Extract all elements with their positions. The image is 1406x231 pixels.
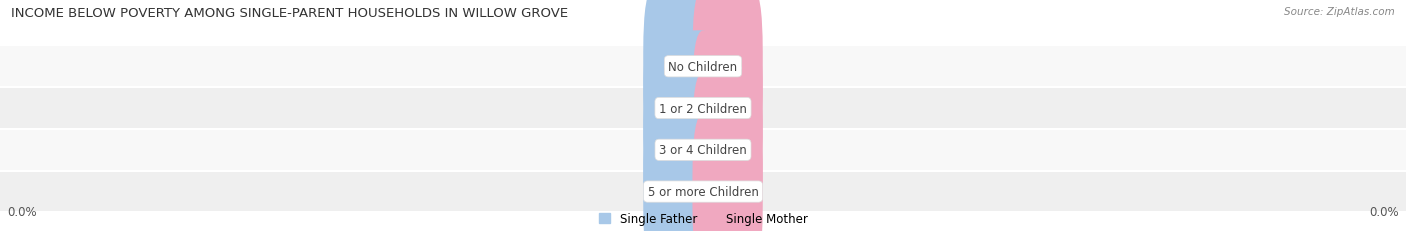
FancyBboxPatch shape <box>644 0 713 144</box>
Text: 0.0%: 0.0% <box>7 205 37 218</box>
Text: INCOME BELOW POVERTY AMONG SINGLE-PARENT HOUSEHOLDS IN WILLOW GROVE: INCOME BELOW POVERTY AMONG SINGLE-PARENT… <box>11 7 568 20</box>
FancyBboxPatch shape <box>693 31 762 186</box>
Text: 0.0%: 0.0% <box>713 103 742 114</box>
Text: 0.0%: 0.0% <box>713 145 742 155</box>
Text: No Children: No Children <box>668 61 738 73</box>
Text: 5 or more Children: 5 or more Children <box>648 185 758 198</box>
FancyBboxPatch shape <box>693 114 762 231</box>
FancyBboxPatch shape <box>644 114 713 231</box>
Text: 0.0%: 0.0% <box>664 187 693 197</box>
FancyBboxPatch shape <box>0 89 1406 128</box>
FancyBboxPatch shape <box>0 47 1406 87</box>
Text: 1 or 2 Children: 1 or 2 Children <box>659 102 747 115</box>
Text: 0.0%: 0.0% <box>664 103 693 114</box>
Text: Source: ZipAtlas.com: Source: ZipAtlas.com <box>1284 7 1395 17</box>
Text: 0.0%: 0.0% <box>713 187 742 197</box>
Text: 0.0%: 0.0% <box>664 62 693 72</box>
Text: 0.0%: 0.0% <box>664 145 693 155</box>
Text: 0.0%: 0.0% <box>713 62 742 72</box>
Legend: Single Father, Single Mother: Single Father, Single Mother <box>599 212 807 225</box>
FancyBboxPatch shape <box>644 73 713 228</box>
FancyBboxPatch shape <box>644 31 713 186</box>
Text: 3 or 4 Children: 3 or 4 Children <box>659 144 747 157</box>
FancyBboxPatch shape <box>693 0 762 144</box>
FancyBboxPatch shape <box>693 73 762 228</box>
FancyBboxPatch shape <box>0 172 1406 212</box>
FancyBboxPatch shape <box>0 130 1406 170</box>
Text: 0.0%: 0.0% <box>1369 205 1399 218</box>
